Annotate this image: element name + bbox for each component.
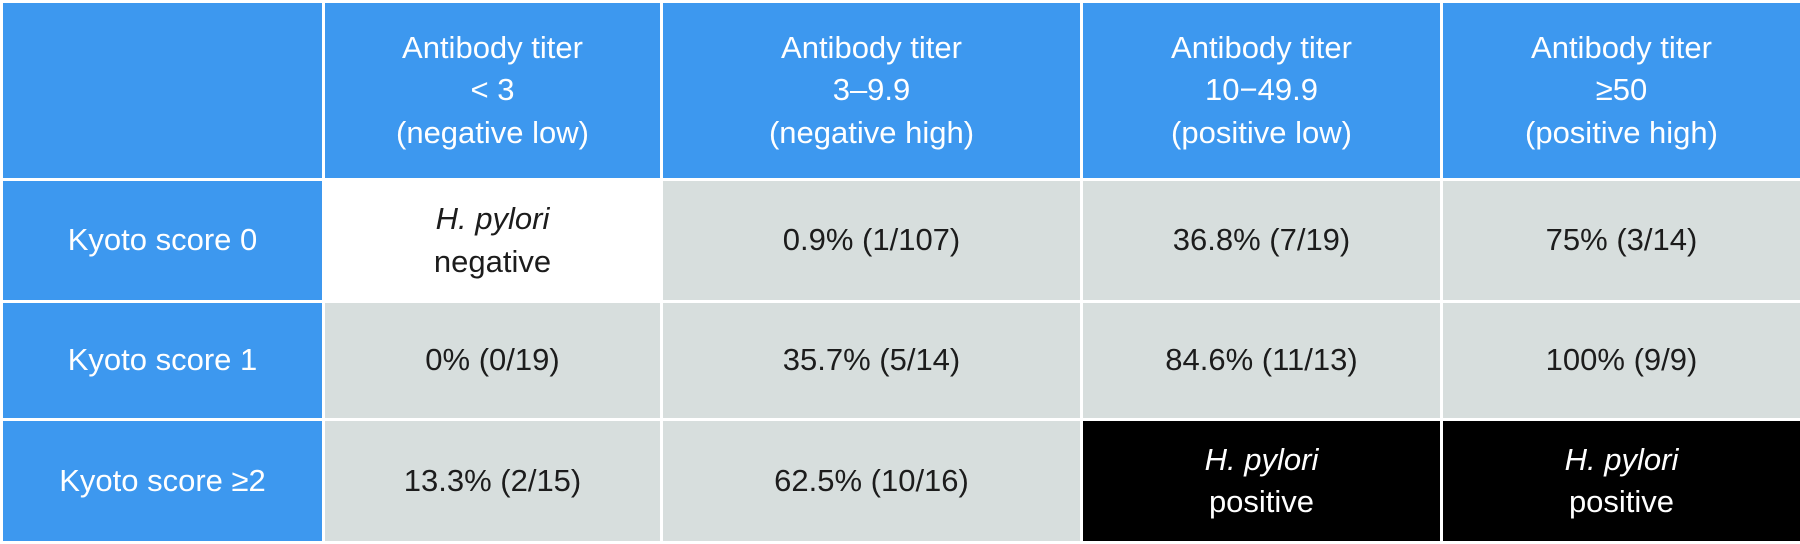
table-cell: 100% (9/9)	[1442, 302, 1800, 420]
header-row: Antibody titer < 3 (negative low) Antibo…	[2, 2, 1800, 180]
table-cell: 0% (0/19)	[324, 302, 662, 420]
cell-italic-label: H. pylori	[1443, 439, 1800, 481]
table-cell: 75% (3/14)	[1442, 180, 1800, 302]
column-header-line2: < 3	[325, 69, 660, 111]
column-header-line3: (positive high)	[1443, 112, 1800, 154]
column-header-titer-3-9: Antibody titer 3–9.9 (negative high)	[662, 2, 1082, 180]
cell-text: positive	[1083, 481, 1440, 523]
row-header-kyoto-0: Kyoto score 0	[2, 180, 324, 302]
table-cell: 35.7% (5/14)	[662, 302, 1082, 420]
corner-cell	[2, 2, 324, 180]
row-header-kyoto-ge2: Kyoto score ≥2	[2, 420, 324, 543]
row-header-kyoto-1: Kyoto score 1	[2, 302, 324, 420]
column-header-titer-ge50: Antibody titer ≥50 (positive high)	[1442, 2, 1800, 180]
cell-italic-label: H. pylori	[1083, 439, 1440, 481]
cell-text: negative	[325, 241, 660, 283]
cell-text: positive	[1443, 481, 1800, 523]
cell-hpylori-positive: H. pylori positive	[1442, 420, 1800, 543]
table-cell: 0.9% (1/107)	[662, 180, 1082, 302]
cell-hpylori-positive: H. pylori positive	[1082, 420, 1442, 543]
cell-italic-label: H. pylori	[325, 198, 660, 240]
column-header-line3: (negative high)	[663, 112, 1080, 154]
column-header-line3: (negative low)	[325, 112, 660, 154]
column-header-titer-lt3: Antibody titer < 3 (negative low)	[324, 2, 662, 180]
column-header-line1: Antibody titer	[325, 27, 660, 69]
table-cell: 36.8% (7/19)	[1082, 180, 1442, 302]
table-row-kyoto-1: Kyoto score 1 0% (0/19) 35.7% (5/14) 84.…	[2, 302, 1800, 420]
column-header-line1: Antibody titer	[1443, 27, 1800, 69]
column-header-titer-10-49: Antibody titer 10−49.9 (positive low)	[1082, 2, 1442, 180]
column-header-line1: Antibody titer	[663, 27, 1080, 69]
column-header-line2: 3–9.9	[663, 69, 1080, 111]
table-cell: 84.6% (11/13)	[1082, 302, 1442, 420]
table-row-kyoto-2: Kyoto score ≥2 13.3% (2/15) 62.5% (10/16…	[2, 420, 1800, 543]
cell-hpylori-negative: H. pylori negative	[324, 180, 662, 302]
table-row-kyoto-0: Kyoto score 0 H. pylori negative 0.9% (1…	[2, 180, 1800, 302]
column-header-line1: Antibody titer	[1083, 27, 1440, 69]
table-cell: 62.5% (10/16)	[662, 420, 1082, 543]
column-header-line2: 10−49.9	[1083, 69, 1440, 111]
column-header-line3: (positive low)	[1083, 112, 1440, 154]
table-cell: 13.3% (2/15)	[324, 420, 662, 543]
column-header-line2: ≥50	[1443, 69, 1800, 111]
